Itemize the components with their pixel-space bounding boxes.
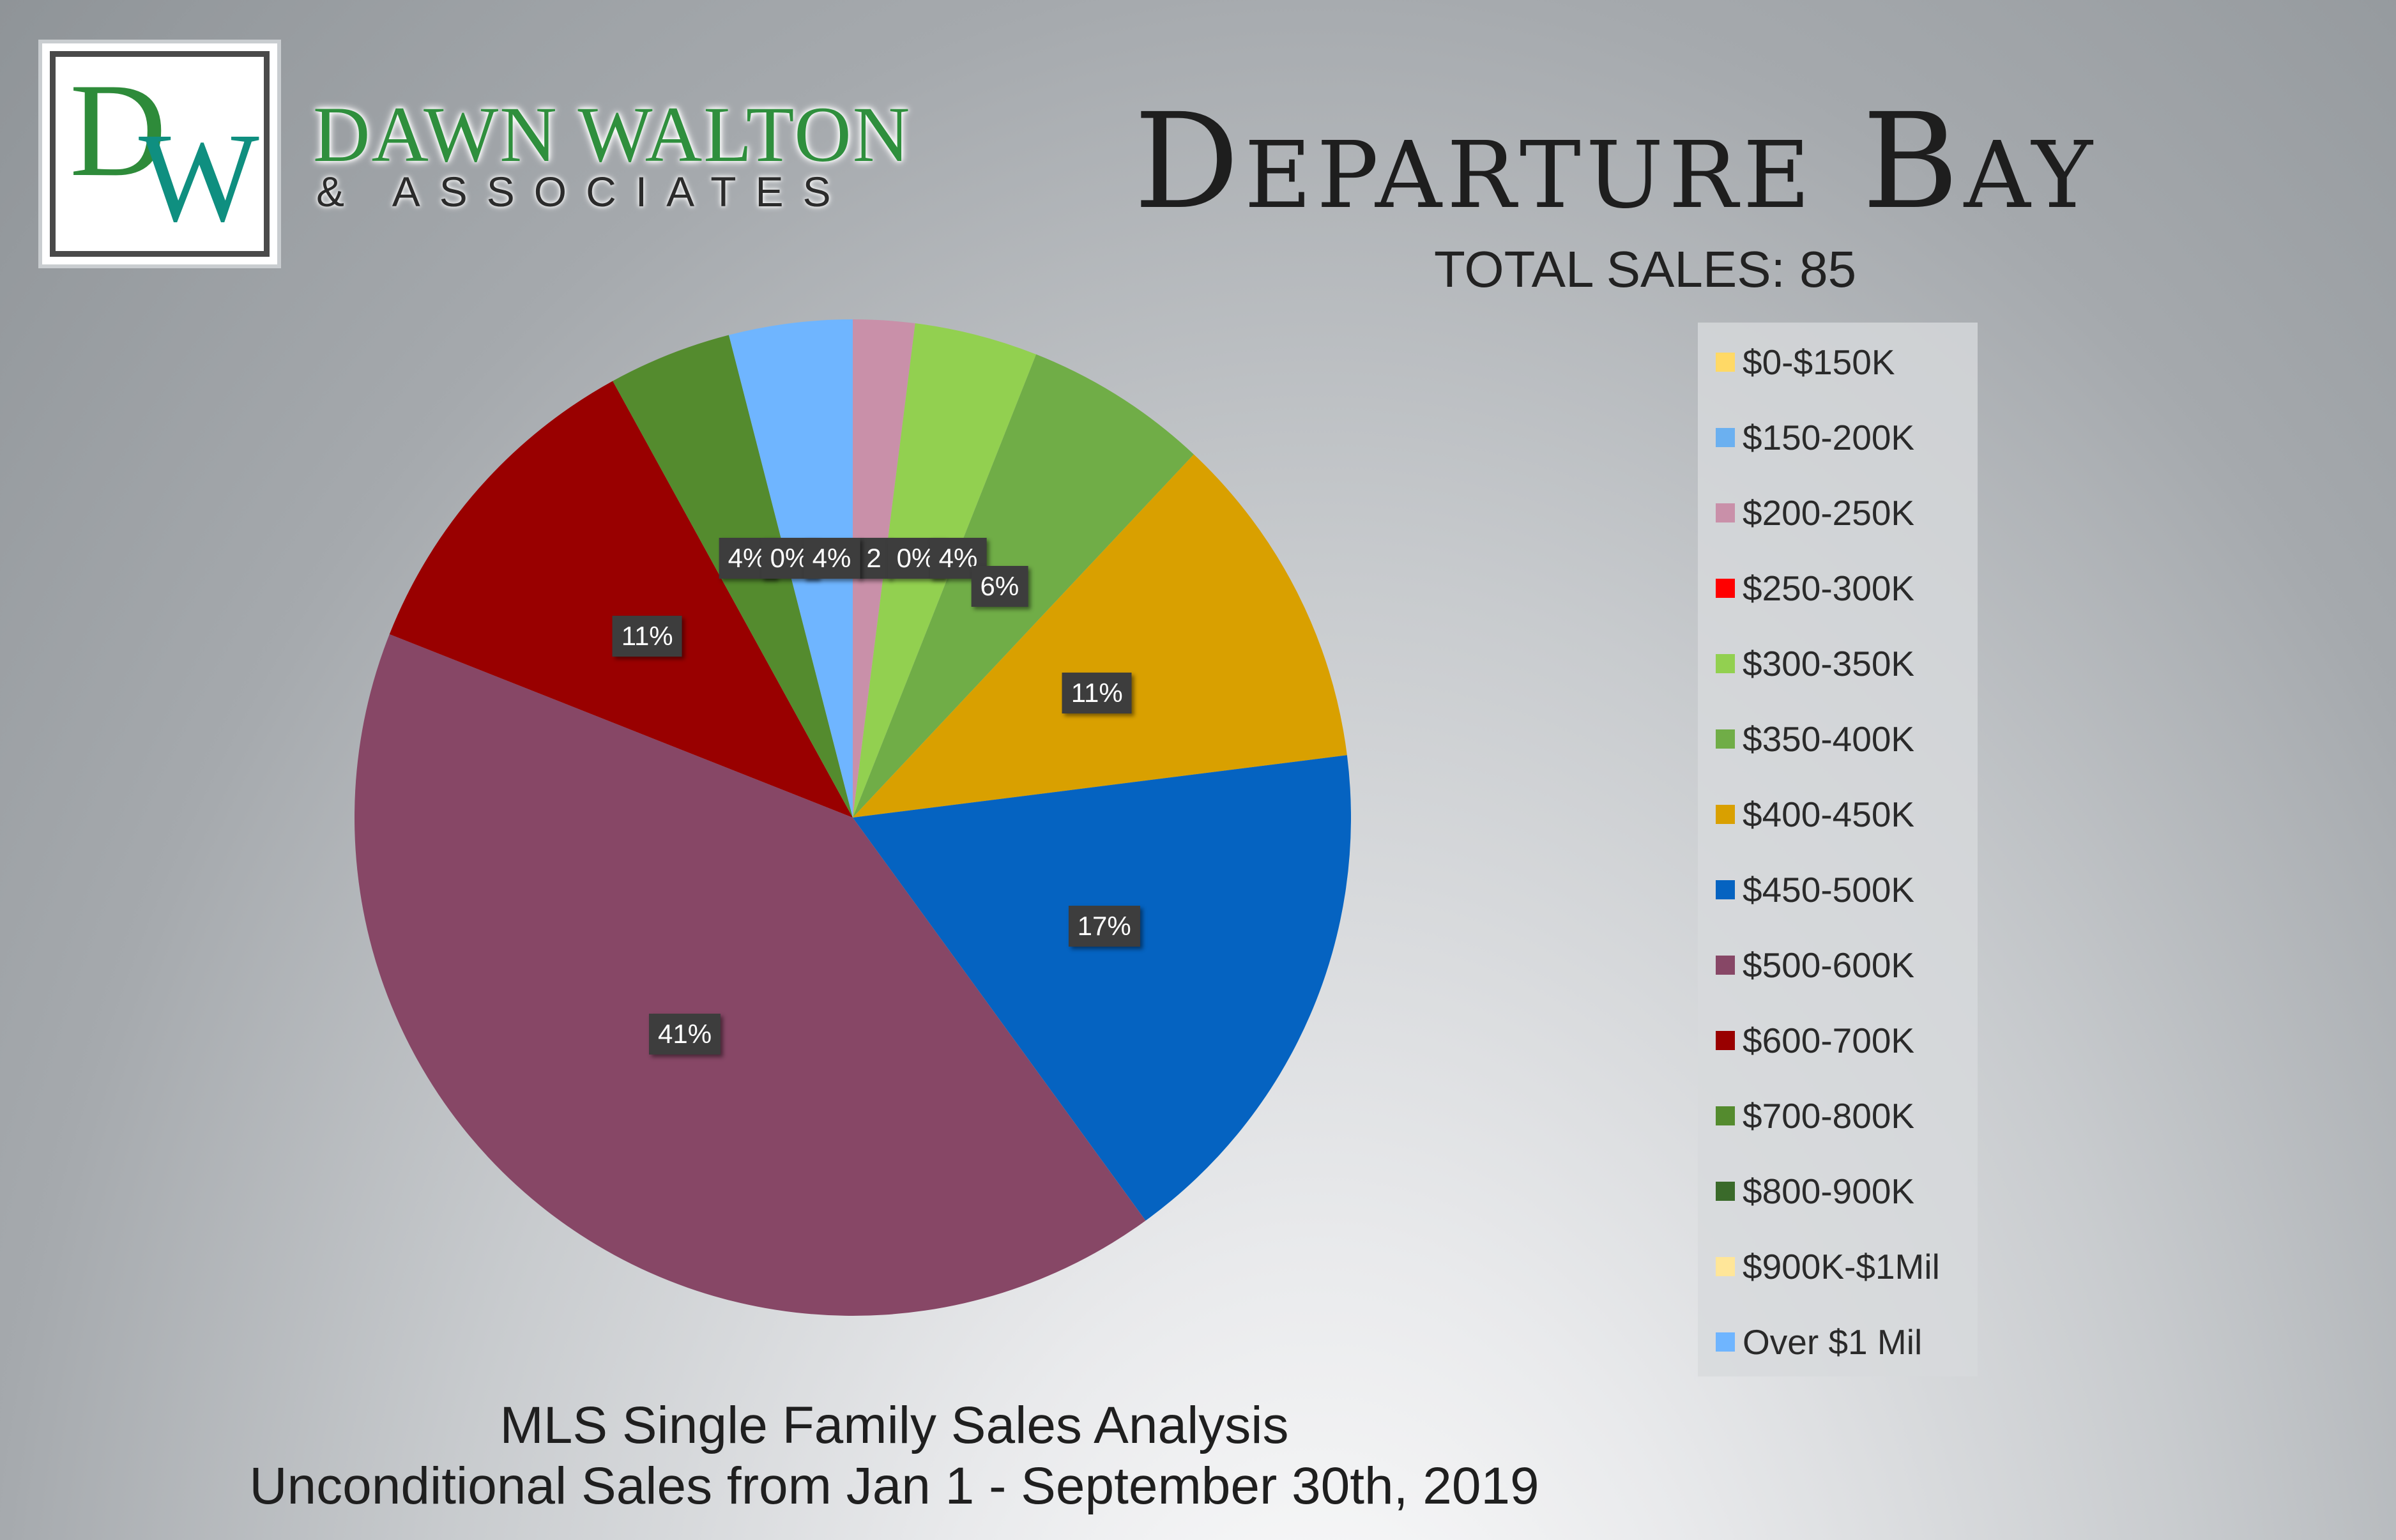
pie-chart bbox=[355, 319, 1351, 1316]
chart-legend: $0-$150K $150-200K $200-250K $250-300K $300-… bbox=[1698, 323, 1978, 1376]
chart-footer-subtitle: Unconditional Sales from Jan 1 - Septemb… bbox=[249, 1457, 1539, 1515]
legend-swatch bbox=[1716, 503, 1735, 522]
legend-label: $400-450K bbox=[1743, 795, 1915, 834]
brand-name: DAWN WALTON bbox=[313, 91, 912, 178]
chart-footer-title: MLS Single Family Sales Analysis bbox=[500, 1396, 1289, 1454]
legend-label: $0-$150K bbox=[1743, 342, 1895, 382]
legend-swatch bbox=[1716, 353, 1735, 372]
pie-label-450-500k: 17% bbox=[1068, 906, 1140, 947]
legend-swatch bbox=[1716, 1182, 1735, 1201]
legend-swatch bbox=[1716, 654, 1735, 673]
legend-label: $450-500K bbox=[1743, 870, 1915, 910]
pie-label-400-450k: 11% bbox=[1062, 673, 1132, 714]
total-sales: TOTAL SALES: 85 bbox=[1434, 241, 1857, 298]
pie-label-350-400k: 6% bbox=[971, 565, 1028, 607]
pie-label-over-1-mil: 4% bbox=[803, 538, 860, 579]
brand-subtitle: & ASSOCIATES bbox=[316, 168, 850, 215]
legend-swatch bbox=[1716, 579, 1735, 598]
legend-item-200-250k: $200-250K bbox=[1716, 493, 1915, 533]
legend-item-250-300k: $250-300K bbox=[1716, 568, 1915, 608]
legend-swatch bbox=[1716, 805, 1735, 824]
legend-label: $700-800K bbox=[1743, 1096, 1915, 1136]
legend-item-700-800k: $700-800K bbox=[1716, 1096, 1915, 1136]
pie-slice-450-500k bbox=[853, 755, 1351, 1221]
legend-label: $350-400K bbox=[1743, 719, 1915, 759]
legend-swatch bbox=[1716, 1031, 1735, 1050]
legend-item-350-400k: $350-400K bbox=[1716, 719, 1915, 759]
pie-slice-500-600k bbox=[355, 634, 1146, 1316]
logo-frame: D W bbox=[50, 51, 270, 257]
legend-item-0-150k: $0-$150K bbox=[1716, 342, 1895, 382]
legend-label: $600-700K bbox=[1743, 1021, 1915, 1060]
pie-label-200-250k: 2 bbox=[857, 538, 890, 579]
legend-swatch bbox=[1716, 1332, 1735, 1352]
legend-item-150-200k: $150-200K bbox=[1716, 418, 1914, 457]
legend-swatch bbox=[1716, 729, 1735, 749]
page-title: Departure Bay bbox=[1134, 85, 2098, 238]
legend-item-600-700k: $600-700K bbox=[1716, 1021, 1914, 1060]
legend-swatch bbox=[1716, 1257, 1735, 1276]
logo: D W bbox=[38, 40, 281, 268]
legend-item-400-450k: $400-450K bbox=[1716, 795, 1914, 834]
logo-monogram-d: D bbox=[70, 56, 167, 204]
legend-label: Over $1 Mil bbox=[1743, 1322, 1923, 1362]
legend-label: $800-900K bbox=[1743, 1171, 1915, 1211]
legend-swatch bbox=[1716, 880, 1735, 899]
pie-slices bbox=[355, 319, 1351, 1316]
legend-label: $150-200K bbox=[1743, 418, 1915, 457]
legend-label: $500-600K bbox=[1743, 945, 1915, 985]
legend-label: $250-300K bbox=[1743, 568, 1915, 608]
legend-item-300-350k: $300-350K bbox=[1716, 644, 1914, 683]
legend-item-500-600k: $500-600K bbox=[1716, 945, 1915, 985]
logo-monogram-w: W bbox=[139, 107, 259, 248]
pie-slice-600-700k bbox=[389, 381, 853, 818]
legend-item-900k-1mil: $900K-$1Mil bbox=[1716, 1247, 1940, 1286]
pie-label-600-700k: 11% bbox=[612, 616, 682, 657]
pie-label-500-600k: 41% bbox=[649, 1013, 721, 1055]
pie-slice-400-450k bbox=[853, 454, 1347, 818]
legend-swatch bbox=[1716, 428, 1735, 447]
legend-item-over-1-mil: Over $1 Mil bbox=[1716, 1322, 1923, 1362]
legend-label: $900K-$1Mil bbox=[1743, 1247, 1940, 1286]
legend-swatch bbox=[1716, 956, 1735, 975]
legend-label: $300-350K bbox=[1743, 644, 1915, 683]
legend-swatch bbox=[1716, 1106, 1735, 1125]
legend-label: $200-250K bbox=[1743, 493, 1915, 533]
legend-item-450-500k: $450-500K bbox=[1716, 870, 1915, 910]
legend-item-800-900k: $800-900K bbox=[1716, 1171, 1915, 1211]
